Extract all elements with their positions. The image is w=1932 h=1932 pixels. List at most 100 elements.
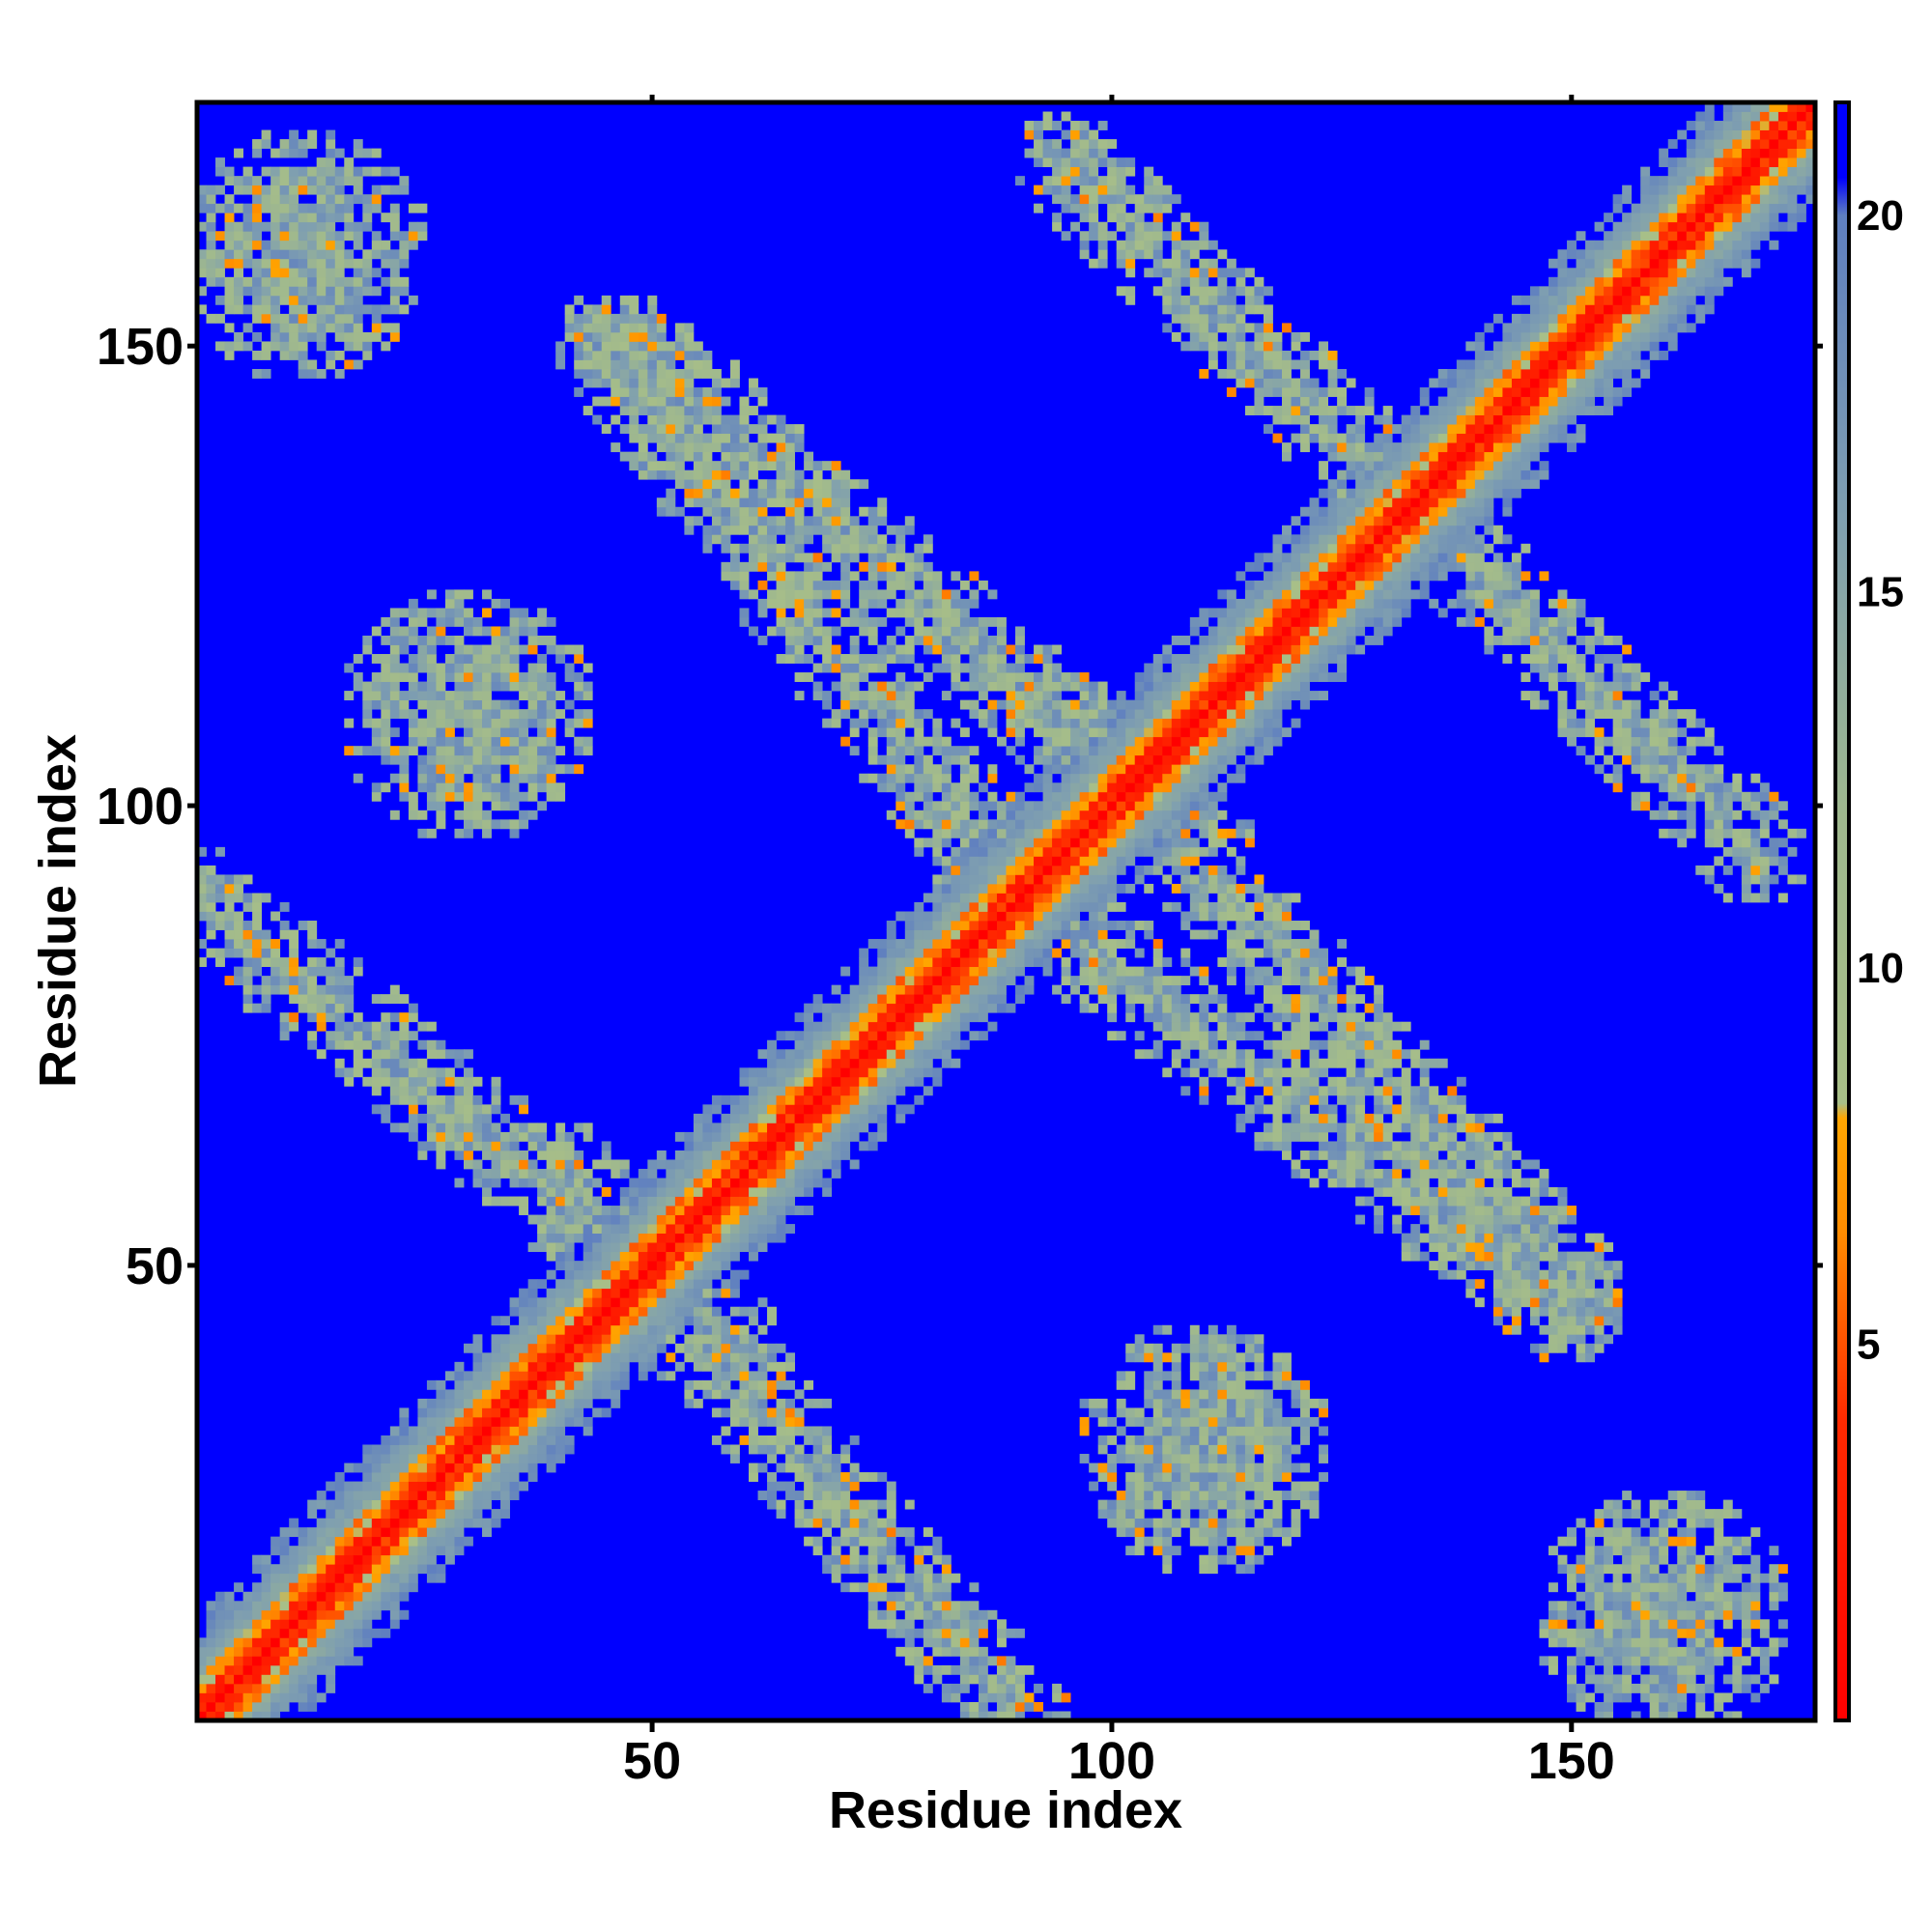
heatmap-cell: [307, 176, 318, 186]
heatmap-cell: [996, 1637, 1007, 1648]
heatmap-cell: [914, 957, 924, 968]
heatmap-cell: [408, 221, 418, 232]
heatmap-cell: [574, 1233, 584, 1243]
heatmap-cell: [491, 1076, 501, 1087]
heatmap-cell: [326, 148, 336, 158]
heatmap-cell: [261, 1664, 271, 1675]
heatmap-cell: [1097, 1509, 1108, 1520]
heatmap-cell: [1042, 929, 1053, 940]
heatmap-cell: [749, 1306, 758, 1317]
heatmap-cell: [491, 1472, 501, 1482]
heatmap-cell: [877, 598, 888, 609]
heatmap-cell: [1052, 185, 1063, 195]
heatmap-cell: [767, 1187, 777, 1197]
heatmap-cell: [362, 1527, 373, 1538]
heatmap-cell: [574, 746, 584, 756]
heatmap-cell: [812, 1039, 823, 1050]
heatmap-cell: [693, 1233, 703, 1243]
heatmap-cell: [426, 1546, 437, 1556]
heatmap-cell: [656, 1233, 667, 1243]
heatmap-cell: [767, 1067, 777, 1078]
heatmap-cell: [1089, 746, 1099, 756]
heatmap-cell: [951, 994, 961, 1005]
heatmap-cell: [619, 323, 630, 333]
heatmap-cell: [666, 461, 676, 471]
heatmap-cell: [326, 203, 336, 213]
heatmap-cell: [279, 1637, 290, 1648]
heatmap-cell: [951, 984, 961, 995]
heatmap-cell: [1042, 746, 1053, 756]
heatmap-cell: [353, 681, 363, 692]
heatmap-cell: [399, 1031, 410, 1041]
heatmap-cell: [197, 258, 207, 269]
heatmap-cell: [279, 313, 290, 324]
heatmap-cell: [298, 286, 308, 297]
heatmap-cell: [831, 516, 841, 526]
heatmap-cell: [987, 801, 998, 811]
heatmap-cell: [592, 359, 603, 370]
heatmap-cell: [537, 1389, 548, 1400]
heatmap-cell: [289, 1021, 299, 1032]
heatmap-cell: [417, 1444, 428, 1455]
heatmap-cell: [1070, 893, 1081, 903]
heatmap-cell: [767, 1316, 777, 1326]
heatmap-cell: [242, 1656, 253, 1666]
heatmap-cell: [951, 589, 961, 600]
heatmap-cell: [289, 286, 299, 297]
heatmap-cell: [959, 746, 970, 756]
heatmap-cell: [693, 469, 703, 480]
heatmap-cell: [749, 1352, 758, 1363]
heatmap-cell: [693, 1196, 703, 1207]
heatmap-cell: [785, 644, 796, 655]
heatmap-cell: [886, 635, 896, 645]
heatmap-cell: [1070, 929, 1081, 940]
heatmap-cell: [463, 801, 473, 811]
heatmap-cell: [996, 883, 1007, 894]
heatmap-cell: [987, 939, 998, 949]
heatmap-cell: [923, 589, 933, 600]
heatmap-cell: [721, 506, 731, 517]
heatmap-cell: [822, 1150, 833, 1160]
heatmap-cell: [555, 1261, 566, 1271]
heatmap-cell: [767, 1435, 777, 1445]
heatmap-cell: [1042, 828, 1053, 838]
heatmap-cell: [426, 1573, 437, 1583]
heatmap-cell: [1015, 911, 1025, 922]
heatmap-cell: [721, 1178, 731, 1188]
heatmap-cell: [279, 957, 290, 968]
heatmap-cell: [914, 1039, 924, 1050]
heatmap-cell: [527, 764, 538, 775]
heatmap-cell: [546, 1306, 556, 1317]
heatmap-cell: [463, 718, 473, 728]
heatmap-cell: [638, 1233, 648, 1243]
heatmap-cell: [334, 331, 345, 342]
heatmap-cell: [794, 1104, 805, 1115]
heatmap-cell: [1015, 810, 1025, 820]
heatmap-cell: [711, 1371, 722, 1381]
heatmap-cell: [472, 681, 483, 692]
heatmap-cell: [408, 1067, 418, 1078]
heatmap-cell: [914, 718, 924, 728]
heatmap-cell: [969, 571, 980, 582]
heatmap-cell: [417, 608, 428, 618]
heatmap-cell: [702, 497, 713, 508]
heatmap-cell: [500, 654, 510, 664]
heatmap-cell: [859, 1113, 869, 1123]
heatmap-cell: [757, 1104, 768, 1115]
heatmap-cell: [426, 1472, 437, 1482]
heatmap-cell: [666, 1324, 676, 1335]
heatmap-cell: [729, 1224, 740, 1234]
heatmap-cell: [693, 1361, 703, 1372]
heatmap-cell: [711, 1379, 722, 1390]
heatmap-cell: [638, 433, 648, 443]
heatmap-cell: [436, 1379, 446, 1390]
heatmap-cell: [307, 368, 318, 379]
heatmap-cell: [482, 1187, 492, 1197]
heatmap-cell: [693, 516, 703, 526]
heatmap-cell: [1089, 1481, 1099, 1492]
heatmap-cell: [389, 1463, 400, 1473]
heatmap-cell: [1034, 185, 1043, 195]
heatmap-cell: [822, 1113, 833, 1123]
heatmap-cell: [923, 994, 933, 1005]
heatmap-cell: [316, 194, 327, 205]
